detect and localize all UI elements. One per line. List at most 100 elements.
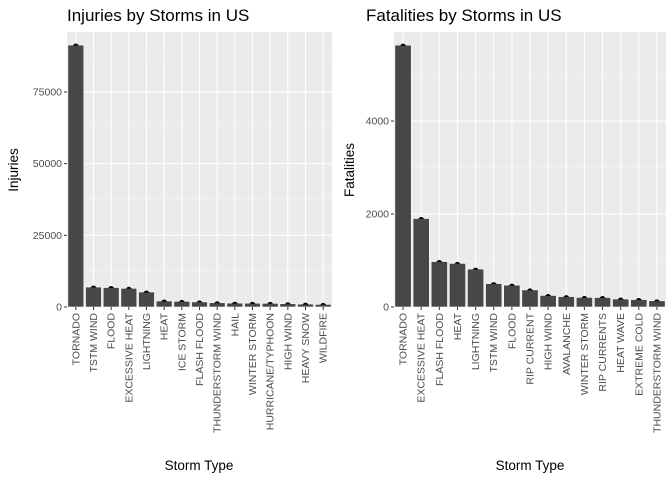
fatalities-x-tick-label: FLASH FLOOD bbox=[434, 313, 446, 386]
injuries-x-tick-label: HURRICANE/TYPHOON bbox=[265, 313, 277, 430]
fatalities-bar-marker bbox=[581, 295, 588, 298]
fatalities-x-tick-label: HEAT bbox=[452, 312, 464, 340]
injuries-x-tick-label: HIGH WIND bbox=[282, 313, 294, 371]
fatalities-bar bbox=[467, 268, 485, 308]
fatalities-x-tick-label: FLOOD bbox=[506, 313, 518, 350]
fatalities-x-tick-label: HIGH WIND bbox=[543, 313, 555, 371]
fatalities-x-axis-label: Storm Type bbox=[496, 458, 565, 473]
injuries-bars bbox=[67, 43, 332, 308]
injuries-chart-title: Injuries by Storms in US bbox=[67, 6, 249, 25]
injuries-bar-marker bbox=[178, 299, 185, 302]
fatalities-bar bbox=[394, 44, 412, 308]
injuries-bar-marker bbox=[284, 302, 291, 305]
fatalities-chart-title: Fatalities by Storms in US bbox=[366, 6, 562, 25]
fatalities-bar bbox=[648, 300, 666, 308]
fatalities-x-axis-ticks: TORNADO EXCESSIVE HEAT FLASH FLOOD HEAT LIGH… bbox=[398, 307, 663, 433]
fatalities-bar-marker bbox=[635, 298, 642, 301]
fatalities-x-tick-label: AVALANCHE bbox=[561, 313, 573, 375]
fatalities-bar bbox=[449, 263, 466, 308]
injuries-bar-marker bbox=[143, 290, 150, 293]
injuries-bar bbox=[138, 291, 155, 308]
injuries-bar bbox=[191, 301, 208, 308]
fatalities-bar-marker bbox=[545, 293, 552, 296]
injuries-y-axis-label: Injuries bbox=[6, 148, 21, 192]
injuries-x-tick-label: THUNDERSTORM WIND bbox=[212, 313, 224, 433]
fatalities-x-tick-label: RIP CURRENTS bbox=[597, 313, 609, 392]
injuries-bar bbox=[155, 300, 173, 308]
fatalities-y-tick-label: 0 bbox=[383, 302, 389, 314]
injuries-bar bbox=[261, 303, 279, 308]
fatalities-bar-marker bbox=[436, 260, 443, 263]
fatalities-x-tick-label: RIP CURRENT bbox=[525, 312, 537, 384]
fatalities-bar-marker bbox=[418, 217, 425, 220]
injuries-bar-marker bbox=[249, 301, 256, 304]
fatalities-bar-marker bbox=[617, 297, 624, 300]
injuries-x-tick-label: LIGHTNING bbox=[141, 313, 153, 370]
injuries-bar bbox=[67, 44, 85, 308]
injuries-chart-panel: Injuries by Storms in US 0 25000 50000 7500… bbox=[6, 6, 332, 473]
injuries-x-tick-label: TSTM WIND bbox=[88, 313, 100, 373]
injuries-bar-marker bbox=[90, 285, 97, 288]
injuries-bar-marker bbox=[196, 300, 203, 303]
injuries-y-tick-label: 75000 bbox=[33, 86, 62, 98]
fatalities-bar bbox=[612, 298, 630, 308]
injuries-bar bbox=[102, 287, 120, 308]
fatalities-x-tick-label: EXCESSIVE HEAT bbox=[416, 312, 428, 402]
injuries-x-axis-label: Storm Type bbox=[165, 458, 234, 473]
injuries-x-tick-label: FLASH FLOOD bbox=[194, 313, 206, 386]
injuries-bar-marker bbox=[108, 286, 115, 289]
fatalities-x-tick-label: TSTM WIND bbox=[488, 313, 500, 373]
fatalities-bar-marker bbox=[472, 267, 479, 270]
injuries-x-tick-label: WILDFIRE bbox=[318, 313, 330, 363]
fatalities-bar bbox=[503, 284, 521, 308]
fatalities-x-tick-label: WINTER STORM bbox=[579, 313, 591, 395]
injuries-x-tick-label: EXCESSIVE HEAT bbox=[123, 312, 135, 402]
fatalities-bar bbox=[521, 289, 539, 308]
fatalities-bar-marker bbox=[563, 295, 570, 298]
injuries-bar bbox=[120, 287, 138, 308]
fatalities-bar bbox=[539, 295, 557, 308]
fatalities-y-axis-label: Fatalities bbox=[342, 143, 357, 197]
injuries-bar bbox=[208, 302, 226, 308]
injuries-bar-marker bbox=[320, 302, 327, 305]
injuries-x-tick-label: ICE STORM bbox=[176, 313, 188, 371]
fatalities-x-tick-label: EXTREME COLD bbox=[633, 313, 645, 396]
injuries-x-tick-label: FLOOD bbox=[106, 313, 118, 350]
injuries-bar bbox=[244, 302, 261, 308]
injuries-bar bbox=[173, 301, 191, 308]
fatalities-bar bbox=[430, 261, 448, 308]
fatalities-bar-marker bbox=[508, 283, 515, 286]
fatalities-x-tick-label: TORNADO bbox=[398, 313, 410, 365]
fatalities-y-tick-label: 4000 bbox=[366, 116, 390, 128]
fatalities-y-axis-ticks: 0 2000 4000 bbox=[366, 116, 394, 314]
fatalities-chart-panel: Fatalities by Storms in US 0 2000 4000 TOR… bbox=[342, 6, 666, 473]
injuries-bar bbox=[85, 286, 102, 308]
injuries-bar-marker bbox=[125, 286, 132, 289]
fatalities-bar-marker bbox=[400, 43, 407, 46]
fatalities-bar-marker bbox=[653, 299, 660, 302]
fatalities-bar bbox=[575, 297, 593, 308]
injuries-bar bbox=[226, 302, 244, 308]
injuries-bar-marker bbox=[72, 43, 79, 46]
injuries-y-tick-label: 25000 bbox=[33, 230, 62, 242]
injuries-y-tick-label: 50000 bbox=[33, 158, 62, 170]
fatalities-x-tick-label: HEAT WAVE bbox=[615, 313, 627, 373]
fatalities-bar bbox=[412, 218, 430, 308]
injuries-y-tick-label: 0 bbox=[56, 302, 62, 314]
fatalities-bar bbox=[630, 299, 648, 308]
fatalities-x-tick-label: THUNDERSTORM WIND bbox=[651, 313, 663, 433]
fatalities-bar-marker bbox=[599, 296, 606, 299]
injuries-bar-marker bbox=[231, 301, 238, 304]
injuries-x-tick-label: TORNADO bbox=[70, 313, 82, 365]
fatalities-y-tick-label: 2000 bbox=[366, 209, 390, 221]
fatalities-bar-marker bbox=[527, 288, 533, 291]
injuries-x-tick-label: HAIL bbox=[229, 313, 241, 337]
injuries-y-axis-ticks: 0 25000 50000 75000 bbox=[33, 86, 67, 314]
fatalities-bar-marker bbox=[490, 282, 497, 285]
injuries-x-tick-label: HEAT bbox=[159, 312, 171, 340]
injuries-bar-marker bbox=[267, 301, 274, 304]
injuries-x-tick-label: HEAVY SNOW bbox=[300, 313, 312, 383]
injuries-bar-marker bbox=[161, 299, 168, 302]
injuries-x-axis-ticks: TORNADO TSTM WIND FLOOD EXCESSIVE HEAT LIGHT… bbox=[70, 307, 330, 433]
